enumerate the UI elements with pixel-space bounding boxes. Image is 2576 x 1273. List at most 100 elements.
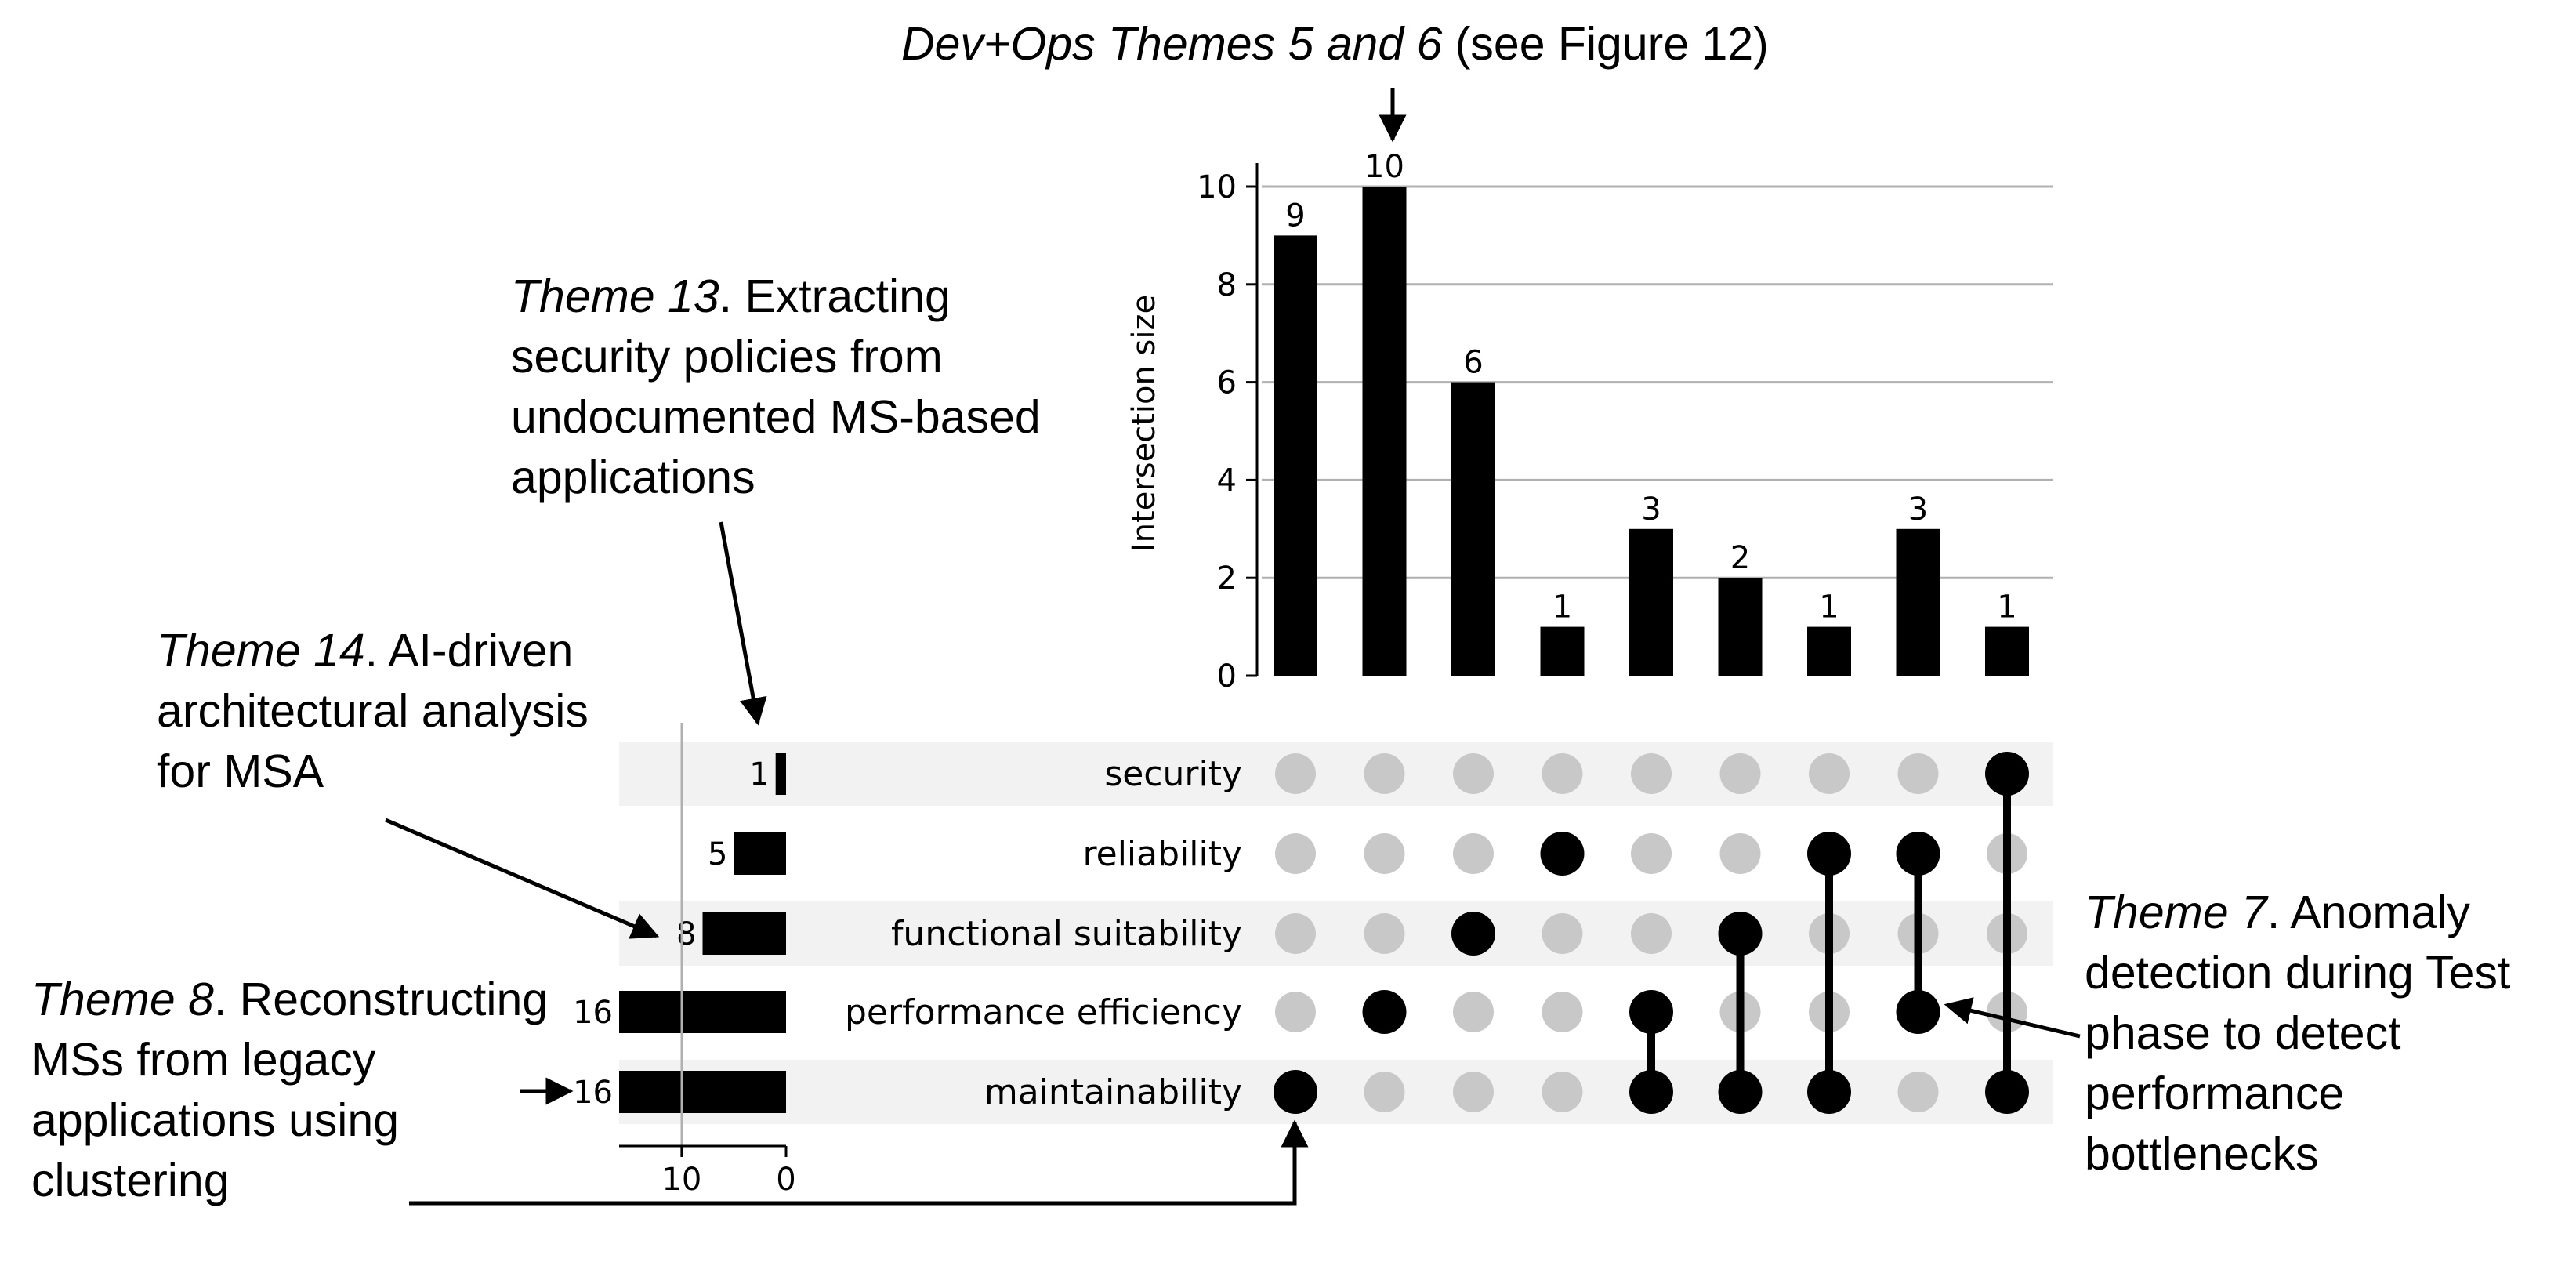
matrix-dot-inactive-4-0 xyxy=(1631,753,1672,794)
matrix-dot-active-4-4 xyxy=(1629,1070,1673,1114)
annotation-theme7: Theme 7. Anomaly detection during Test p… xyxy=(2085,883,2571,1184)
matrix-dot-inactive-5-1 xyxy=(1719,833,1761,874)
intersection-bar-4 xyxy=(1629,528,1673,676)
annotation-theme7-text: . Anomaly detection during Test phase to… xyxy=(2085,887,2511,1180)
matrix-dot-inactive-1-2 xyxy=(1364,913,1405,954)
set-size-label-3: 16 xyxy=(573,995,613,1031)
matrix-dot-inactive-2-1 xyxy=(1453,833,1494,874)
set-size-axis: 10 0 xyxy=(619,723,796,1198)
annotation-theme14-italic: Theme 14 xyxy=(157,625,365,676)
arrow-theme8-long xyxy=(409,1119,1309,1206)
intersection-y-axis: 0 2 4 6 8 10 Intersection size xyxy=(1126,163,1259,695)
matrix-dot-active-7-1 xyxy=(1896,832,1940,876)
set-name-functional-suitability: functional suitability xyxy=(891,914,1242,954)
matrix-dot-inactive-4-2 xyxy=(1631,913,1672,954)
intersection-bar-1 xyxy=(1362,187,1407,676)
matrix-dot-inactive-3-2 xyxy=(1542,913,1583,954)
matrix-dot-active-8-4 xyxy=(1985,1070,2029,1114)
matrix-dot-inactive-7-0 xyxy=(1897,753,1939,794)
intersection-value-label-5: 2 xyxy=(1730,540,1750,576)
annotation-devops-plain: (see Figure 12) xyxy=(1442,18,1769,70)
matrix-dot-inactive-1-1 xyxy=(1364,833,1405,874)
intersection-bar-6 xyxy=(1807,626,1851,676)
matrix-dot-active-2-2 xyxy=(1451,912,1495,956)
matrix-dot-active-8-0 xyxy=(1985,752,2029,796)
set-size-bar-2 xyxy=(702,912,786,955)
annotation-theme14-text: . AI-driven architectural analysis for M… xyxy=(157,625,589,797)
set-name-performance-efficiency: performance efficiency xyxy=(845,992,1242,1032)
matrix-dot-active-6-1 xyxy=(1807,832,1851,876)
set-size-bar-3 xyxy=(619,991,786,1033)
matrix-dot-active-1-3 xyxy=(1362,990,1407,1034)
annotation-theme14: Theme 14. AI-driven architectural analys… xyxy=(157,621,643,802)
matrix-dot-inactive-1-0 xyxy=(1364,753,1405,794)
annotation-devops-themes: Dev+Ops Themes 5 and 6 (see Figure 12) xyxy=(901,14,1769,74)
intersection-bar-5 xyxy=(1718,578,1763,676)
matrix-dot-inactive-3-3 xyxy=(1542,992,1583,1032)
matrix-dot-inactive-0-3 xyxy=(1275,992,1316,1032)
matrix-dot-active-5-2 xyxy=(1718,912,1763,956)
matrix-dot-inactive-2-0 xyxy=(1453,753,1494,794)
annotation-theme13-italic: Theme 13 xyxy=(511,270,719,322)
intersection-value-label-8: 1 xyxy=(1997,589,2016,626)
y-axis-label: Intersection size xyxy=(1126,295,1162,552)
annotation-theme13-text: . Extracting security policies from undo… xyxy=(511,270,1041,503)
arrow-theme7 xyxy=(1944,997,2081,1039)
annotation-arrows xyxy=(385,88,2081,1206)
set-size-label-0: 1 xyxy=(749,756,769,792)
matrix-dot-active-6-4 xyxy=(1807,1070,1851,1114)
set-size-label-4: 16 xyxy=(573,1075,613,1111)
matrix-dot-inactive-3-4 xyxy=(1542,1072,1583,1112)
set-axis-tick-label-0: 0 xyxy=(776,1162,795,1198)
set-name-maintainability: maintainability xyxy=(984,1072,1242,1112)
y-tick-label-10: 10 xyxy=(1197,169,1237,205)
intersection-value-label-2: 6 xyxy=(1463,345,1483,381)
matrix-dot-inactive-7-4 xyxy=(1897,1072,1939,1112)
matrix-dot-inactive-5-0 xyxy=(1719,753,1761,794)
set-axis-tick-label-10: 10 xyxy=(661,1162,701,1198)
matrix-dot-inactive-0-0 xyxy=(1275,753,1316,794)
intersection-value-label-1: 10 xyxy=(1364,149,1404,185)
matrix-dot-inactive-1-4 xyxy=(1364,1072,1405,1112)
matrix-dot-inactive-0-2 xyxy=(1275,913,1316,954)
y-tick-label-4: 4 xyxy=(1217,462,1237,499)
matrix-dot-inactive-4-1 xyxy=(1631,833,1672,874)
intersection-value-label-3: 1 xyxy=(1552,589,1572,626)
set-size-label-2: 8 xyxy=(676,916,696,952)
intersection-bar-7 xyxy=(1896,528,1940,676)
set-name-security: security xyxy=(1104,754,1242,794)
matrix-dot-inactive-2-4 xyxy=(1453,1072,1494,1112)
annotation-theme13: Theme 13. Extracting security policies f… xyxy=(511,267,1060,508)
annotation-theme7-italic: Theme 7 xyxy=(2085,887,2267,938)
matrix-dot-active-0-4 xyxy=(1274,1070,1317,1114)
y-tick-label-8: 8 xyxy=(1217,267,1237,303)
membership-matrix: security reliability functional suitabilit… xyxy=(845,752,2029,1114)
intersection-value-label-0: 9 xyxy=(1285,198,1305,234)
matrix-dot-inactive-6-0 xyxy=(1809,753,1850,794)
intersection-bar-3 xyxy=(1540,626,1585,676)
y-tick-label-2: 2 xyxy=(1217,560,1237,597)
arrow-theme13 xyxy=(719,521,767,726)
matrix-dot-active-4-3 xyxy=(1629,990,1673,1034)
arrow-theme14 xyxy=(385,818,660,939)
intersection-bars: 9 10 6 1 3 2 1 3 1 xyxy=(1274,149,2029,676)
set-size-label-1: 5 xyxy=(708,836,727,872)
intersection-bar-0 xyxy=(1274,235,1317,676)
intersection-value-label-7: 3 xyxy=(1908,491,1928,528)
annotation-devops-italic: Dev+Ops Themes 5 and 6 xyxy=(901,18,1443,70)
set-size-bars: 1 5 8 16 16 xyxy=(573,753,786,1113)
matrix-dot-active-3-1 xyxy=(1540,832,1585,876)
set-size-bar-1 xyxy=(734,832,786,875)
matrix-dot-inactive-0-1 xyxy=(1275,833,1316,874)
annotation-theme8-italic: Theme 8 xyxy=(31,974,214,1025)
matrix-dot-active-5-4 xyxy=(1718,1070,1763,1114)
set-size-bar-0 xyxy=(775,753,786,795)
annotation-theme8: Theme 8. Reconstructing MSs from legacy … xyxy=(31,970,596,1211)
annotation-theme8-text: . Reconstructing MSs from legacy applica… xyxy=(31,974,549,1206)
y-tick-label-6: 6 xyxy=(1217,365,1237,401)
intersection-bar-8 xyxy=(1985,626,2029,676)
set-size-bar-4 xyxy=(619,1071,786,1113)
y-tick-label-0: 0 xyxy=(1217,658,1237,695)
intersection-bar-2 xyxy=(1451,382,1495,676)
